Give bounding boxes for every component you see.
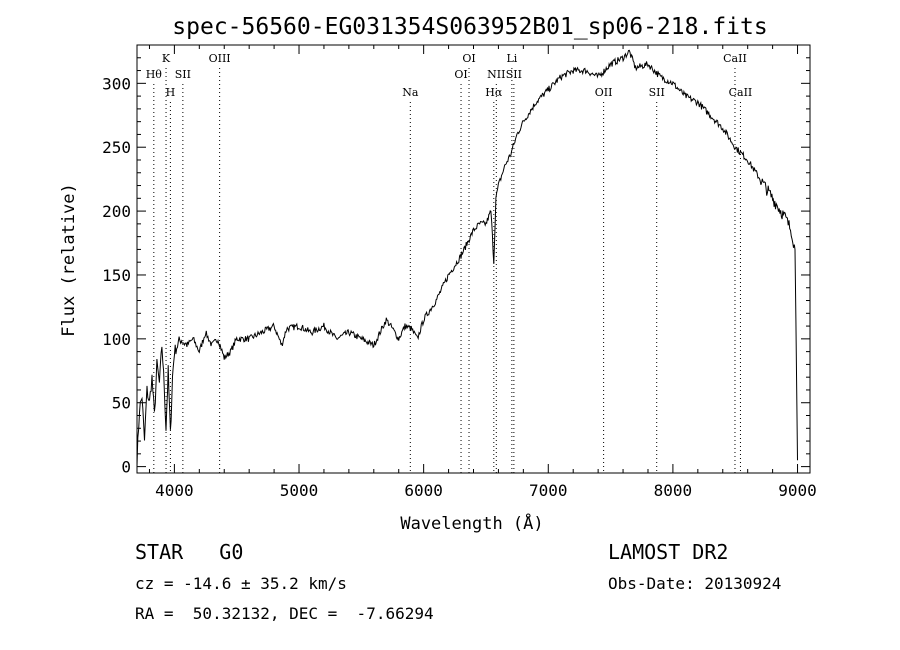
axis-ticks: 4000 5000 6000 7000 8000 9000 0 50 100 150 200 250 3… [102,45,817,500]
x-tick-label: 9000 [778,481,817,500]
y-tick-label: 100 [102,330,131,349]
y-axis-label: Flux (relative) [59,183,79,337]
spectral-line-label: Hθ [146,68,163,81]
x-tick-label: 6000 [404,481,443,500]
spectral-line-label: OI [462,52,475,65]
spectral-line-label: Na [402,86,419,99]
spectral-line-label: SII [175,68,191,81]
spectral-line-label: Li [506,52,517,65]
spectral-line-label: Hα [485,86,503,99]
y-tick-label: 50 [112,394,131,413]
spectral-line-label: CaII [723,52,747,65]
y-tick-label: 150 [102,266,131,285]
spectral-line-label: OI [454,68,467,81]
y-tick-label: 200 [102,202,131,221]
x-tick-label: 5000 [280,481,319,500]
chart-title: spec-56560-EG031354S063952B01_sp06-218.f… [172,14,767,40]
coordinates-readout: RA = 50.32132, DEC = -7.66294 [135,604,434,623]
y-tick-label: 0 [121,458,131,477]
spectral-line-label: SII [506,68,522,81]
velocity-readout: cz = -14.6 ± 35.2 km/s [135,574,347,593]
observation-date: Obs-Date: 20130924 [608,574,782,593]
spectral-line-label: H [166,86,176,99]
x-axis-label: Wavelength (Å) [400,512,543,534]
y-tick-label: 300 [102,74,131,93]
spectrum-line [136,49,798,467]
spectral-line-label: OII [595,86,613,99]
spectral-line-label: OIII [209,52,231,65]
spectral-line-label: SII [649,86,665,99]
survey-name: LAMOST DR2 [608,540,729,564]
object-class: STAR G0 [135,540,244,564]
spectral-line-label: K [162,52,171,65]
y-tick-label: 250 [102,138,131,157]
x-tick-label: 4000 [155,481,194,500]
x-tick-label: 7000 [529,481,568,500]
spectral-line-label: NII [487,68,505,81]
spectral-line-label: CaII [729,86,753,99]
plot-frame [136,44,811,474]
x-tick-label: 8000 [654,481,693,500]
